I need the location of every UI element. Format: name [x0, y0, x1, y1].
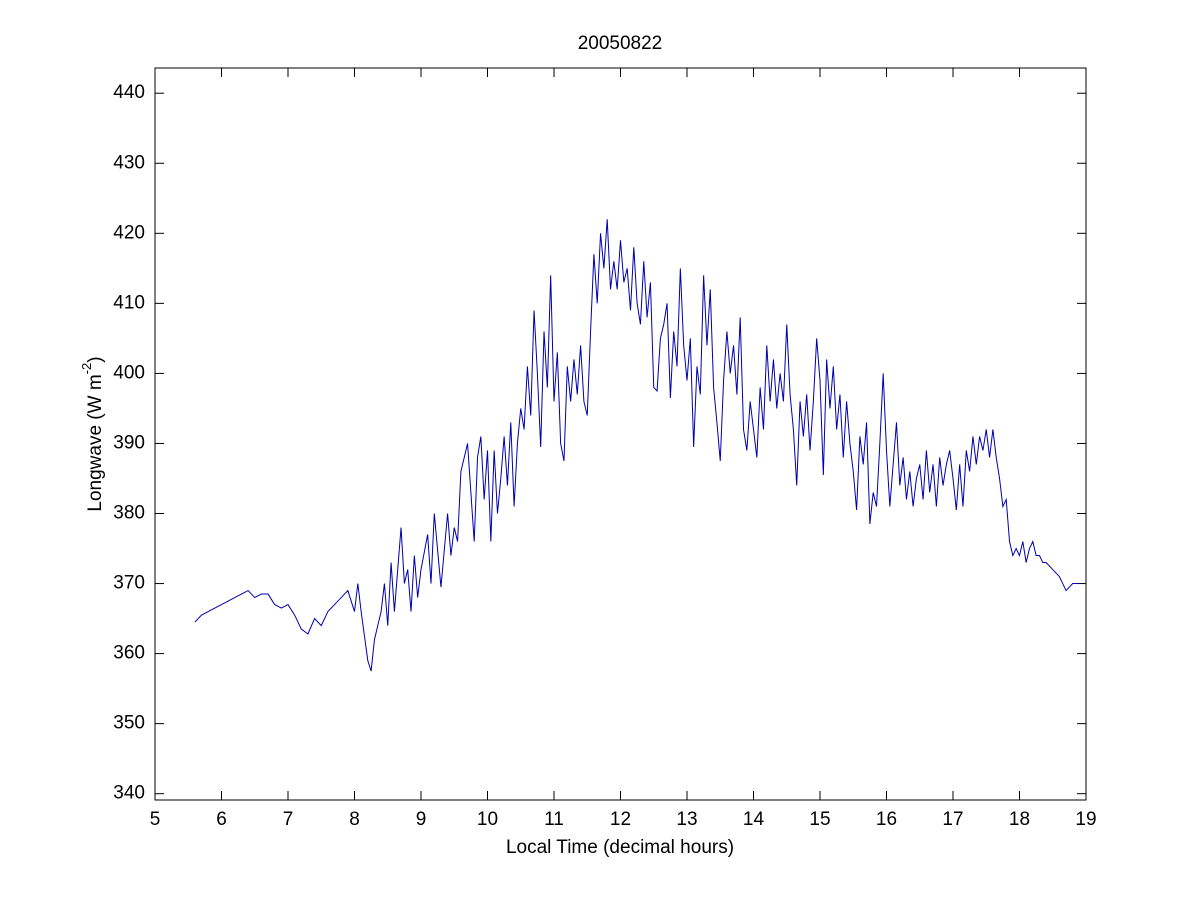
y-tick-label: 380	[113, 503, 145, 524]
x-tick-label: 6	[216, 809, 227, 830]
x-tick-label: 15	[809, 809, 830, 830]
data-line	[194, 219, 1080, 672]
x-tick-label: 9	[416, 809, 427, 830]
x-tick-label: 17	[942, 809, 963, 830]
y-tick-label: 350	[113, 713, 145, 734]
x-tick-label: 5	[150, 809, 161, 830]
y-axis-label-superscript: -2	[79, 363, 94, 375]
y-tick-label: 410	[113, 292, 145, 313]
y-tick-label: 340	[113, 783, 145, 804]
x-tick-label: 16	[876, 809, 897, 830]
x-axis-label: Local Time (decimal hours)	[506, 837, 734, 858]
y-axis-label-suffix: )	[85, 356, 106, 362]
x-tick-label: 14	[743, 809, 765, 830]
y-tick-label: 420	[113, 222, 145, 243]
x-tick-label: 7	[283, 809, 294, 830]
chart-title: 20050822	[578, 33, 663, 54]
x-tick-label: 19	[1075, 809, 1096, 830]
x-tick-label: 12	[610, 809, 631, 830]
y-axis-label-text: Longwave (W m	[85, 374, 106, 511]
y-tick-label: 400	[113, 362, 145, 383]
x-tick-label: 13	[676, 809, 697, 830]
x-tick-label: 10	[477, 809, 498, 830]
x-tick-label: 11	[544, 809, 564, 830]
x-tick-label: 8	[349, 809, 360, 830]
x-tick-label: 18	[1009, 809, 1030, 830]
y-tick-label: 440	[113, 82, 145, 103]
y-tick-label: 430	[113, 152, 145, 173]
y-axis-label: Longwave (W m-2)	[79, 356, 106, 511]
y-tick-label: 370	[113, 573, 145, 594]
y-tick-label: 360	[113, 643, 145, 664]
y-tick-label: 390	[113, 432, 145, 453]
